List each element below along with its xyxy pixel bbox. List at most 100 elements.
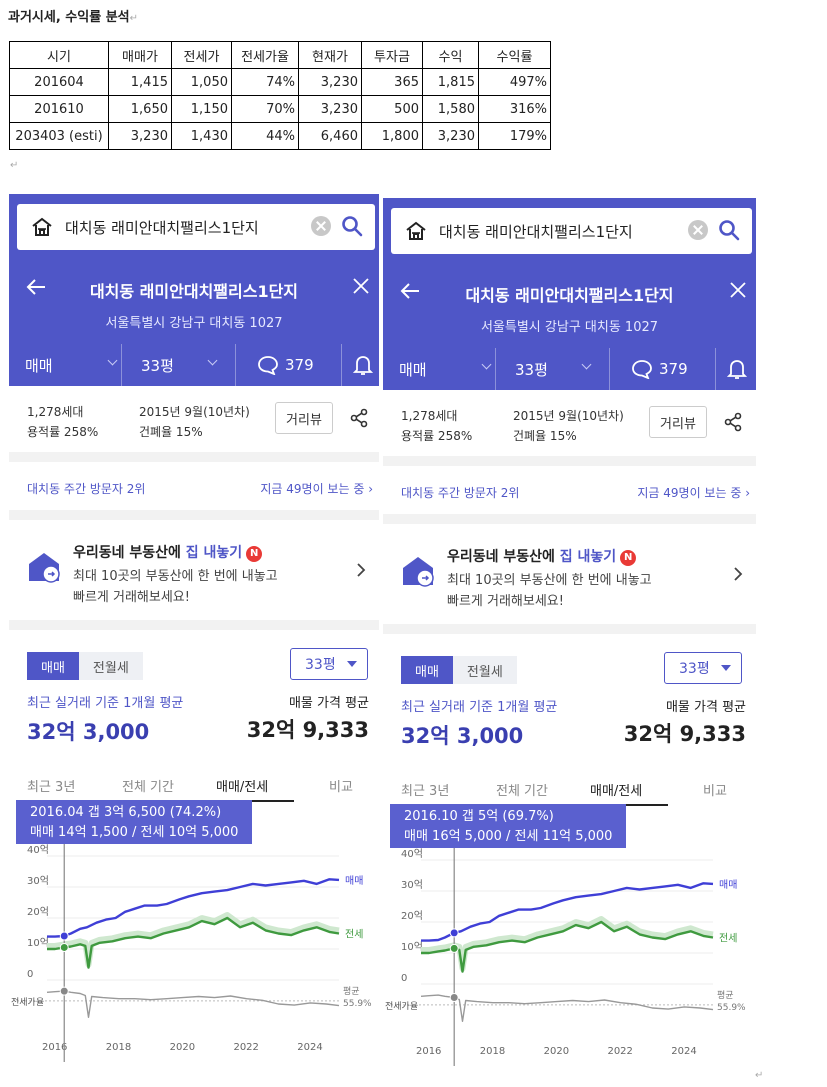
size-select[interactable]: 33평 [664, 652, 742, 684]
tab-recent-3y[interactable]: 최근 3년 [27, 780, 76, 795]
clear-icon[interactable] [688, 220, 708, 240]
visitor-rank[interactable]: 대치동 주간 방문자 2위 [401, 486, 520, 500]
table-row: 201610 1,650 1,150 70% 3,230 500 1,580 3… [9, 95, 551, 123]
size-label: 33평 [141, 356, 174, 375]
size-dropdown[interactable]: 33평 [515, 348, 611, 390]
toggle-rent[interactable]: 전월세 [452, 656, 517, 684]
size-select[interactable]: 33평 [290, 648, 368, 680]
search-input[interactable]: 대치동 래미안대치팰리스1단지 [439, 223, 633, 241]
viewing-now-link[interactable]: 지금 49명이 보는 중 › [637, 486, 750, 500]
share-icon[interactable] [723, 412, 743, 435]
table-cell: 500 [361, 95, 423, 123]
table-header-row: 시기 매매가 전세가 전세가율 현재가 투자금 수익 수익률 [9, 41, 551, 69]
listing-promo[interactable]: 우리동네 부동산에 집 내놓기 N 최대 10곳의 부동산에 한 번에 내놓고 빠르… [383, 524, 756, 624]
ratio-average-value: 55.9% [717, 1003, 746, 1013]
table-cell: 1,150 [171, 95, 232, 123]
size-label: 33평 [515, 360, 548, 379]
tab-compare[interactable]: 비교 [703, 784, 727, 799]
built-date: 2015년 9월(10년차) [513, 409, 624, 423]
paragraph-mark: ↵ [10, 160, 19, 171]
home-icon[interactable] [31, 217, 53, 241]
chevron-right-icon[interactable] [732, 566, 744, 586]
paragraph-mark: ↵ [755, 1070, 764, 1081]
size-dropdown[interactable]: 33평 [141, 344, 237, 386]
jeonse-marker [59, 942, 69, 952]
chart-tooltip: 2016.10 갭 5억 (69.7%) 매매 16억 5,000 / 전세 1… [390, 804, 626, 848]
trade-type-dropdown[interactable]: 매매 [399, 348, 495, 390]
back-arrow-icon[interactable] [399, 280, 421, 306]
ratio-average-label: 평균 [343, 986, 360, 997]
street-view-button[interactable]: 거리뷰 [649, 406, 707, 438]
y-tick-label: 10억 [401, 941, 423, 953]
price-chart-svg[interactable]: 40억 30억 20억 10억 0 2016 2018 2020 2022 2024 매매전세전세가… [9, 800, 379, 1064]
x-tick-label: 2018 [106, 1042, 131, 1053]
y-tick-label: 10억 [27, 937, 49, 949]
home-icon[interactable] [405, 221, 427, 245]
table-cell: 497% [478, 68, 551, 96]
table-cell: 1,050 [171, 68, 232, 96]
tooltip-line-2: 매매 14억 1,500 / 전세 10억 5,000 [30, 825, 239, 840]
new-badge: N [246, 546, 263, 562]
x-tick-label: 2024 [297, 1042, 322, 1053]
price-chart-svg[interactable]: 40억 30억 20억 10억 0 2016 2018 2020 2022 2024 매매전세전세가… [383, 804, 753, 1068]
share-icon[interactable] [349, 408, 369, 431]
promo-description: 최대 10곳의 부동산에 한 번에 내놓고 빠르게 거래해보세요! [447, 573, 652, 609]
paragraph-mark: ↵ [129, 13, 139, 24]
table-cell: 203403 (esti) [9, 122, 109, 150]
y-tick-label: 20억 [27, 906, 49, 918]
table-header-cell: 투자금 [361, 41, 423, 69]
complex-info: 1,278세대 용적률 258% 2015년 9월(10년차) 건폐율 15% 거리… [9, 386, 379, 452]
clear-icon[interactable] [311, 216, 331, 236]
series-line-ratio [420, 994, 714, 1023]
toggle-sale[interactable]: 매매 [27, 652, 79, 680]
notification-button[interactable] [353, 344, 375, 386]
ratio-axis-label: 전세가율 [385, 1001, 418, 1012]
jeonse-range-band [47, 912, 340, 968]
chevron-down-icon [581, 359, 592, 370]
chevron-down-icon [207, 355, 218, 366]
back-arrow-icon[interactable] [25, 276, 47, 302]
toggle-sale[interactable]: 매매 [401, 656, 453, 684]
search-input[interactable]: 대치동 래미안대치팰리스1단지 [65, 219, 259, 237]
toggle-rent[interactable]: 전월세 [78, 652, 143, 680]
listing-average-label: 매물 가격 평균 [288, 696, 369, 711]
notification-button[interactable] [727, 348, 749, 390]
close-icon[interactable] [728, 280, 748, 304]
viewing-now-link[interactable]: 지금 49명이 보는 중 › [260, 482, 373, 496]
tab-compare[interactable]: 비교 [329, 780, 353, 795]
close-icon[interactable] [351, 276, 371, 300]
price-chart[interactable]: 40억 30억 20억 10억 0 2016 2018 2020 2022 2024 매매 전세 전세가… [383, 804, 753, 1068]
chevron-right-icon: › [745, 486, 750, 500]
trade-type-label: 매매 [25, 356, 53, 375]
street-view-button[interactable]: 거리뷰 [275, 402, 333, 434]
tab-sale-jeonse[interactable]: 매매/전세 [590, 784, 643, 799]
promo-title: 우리동네 부동산에 집 내놓기 N [73, 542, 263, 562]
ratio-marker [449, 992, 459, 1002]
search-box[interactable]: 대치동 래미안대치팰리스1단지 [17, 204, 375, 250]
price-chart[interactable]: 40억 30억 20억 10억 0 2016 2018 2020 2022 2024 매매 전세 전세가… [9, 800, 379, 1064]
table-row: 201604 1,415 1,050 74% 3,230 365 1,815 4… [9, 68, 551, 96]
search-icon[interactable] [341, 215, 363, 241]
comments-button[interactable]: 379 [631, 348, 711, 390]
comment-icon [631, 359, 653, 379]
listing-promo[interactable]: 우리동네 부동산에 집 내놓기 N 최대 10곳의 부동산에 한 번에 내놓고 빠르… [9, 520, 379, 620]
comment-count: 379 [659, 360, 688, 378]
chevron-down-icon [107, 355, 118, 366]
comments-button[interactable]: 379 [257, 344, 337, 386]
tab-recent-3y[interactable]: 최근 3년 [401, 784, 450, 799]
table-cell: 201610 [9, 95, 109, 123]
visitor-rank[interactable]: 대치동 주간 방문자 2위 [27, 482, 146, 496]
x-tick-label: 2020 [170, 1042, 195, 1053]
tab-all-period[interactable]: 전체 기간 [122, 780, 174, 795]
table-cell: 201604 [9, 68, 109, 96]
search-icon[interactable] [718, 219, 740, 245]
chevron-right-icon[interactable] [355, 562, 367, 582]
price-section: 매매 전월세 33평 최근 실거래 기준 1개월 평균 32억 3,000 매물… [383, 634, 756, 874]
trade-type-dropdown[interactable]: 매매 [25, 344, 121, 386]
tab-all-period[interactable]: 전체 기간 [496, 784, 548, 799]
apartment-name: 대치동 래미안대치팰리스1단지 [465, 286, 674, 305]
tab-sale-jeonse[interactable]: 매매/전세 [216, 780, 269, 795]
search-box[interactable]: 대치동 래미안대치팰리스1단지 [391, 208, 752, 254]
ratio-axis-label: 전세가율 [11, 997, 44, 1008]
building-coverage-ratio: 건폐율 15% [513, 429, 577, 443]
